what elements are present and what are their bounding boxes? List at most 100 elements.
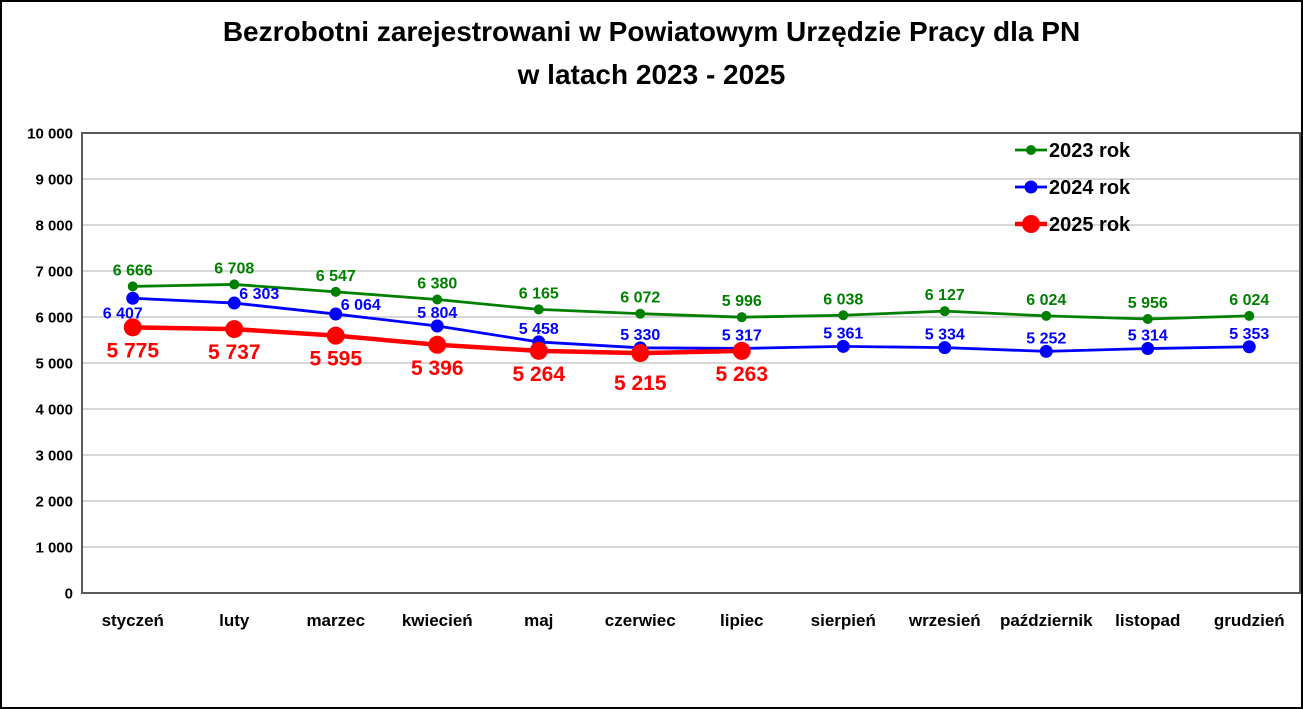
y-tick-label: 1 000 [35,540,73,557]
chart-title: Bezrobotni zarejestrowani w Powiatowym U… [2,10,1301,96]
data-label: 5 314 [1128,328,1168,345]
y-tick-label: 5 000 [35,356,73,373]
x-tick-label: luty [219,611,250,630]
legend-label: 2024 rok [1049,177,1131,199]
data-point [732,341,751,360]
x-tick-label: maj [524,611,553,630]
data-point [836,339,850,353]
series-line [132,296,1250,353]
data-label: 5 264 [512,363,565,386]
data-point [330,286,341,297]
data-point [227,296,241,310]
data-label: 6 038 [823,291,863,308]
data-label: 5 804 [417,305,457,322]
data-point [326,326,345,345]
data-point [631,344,650,363]
data-label: 5 996 [722,293,762,310]
x-tick-label: czerwiec [605,611,676,630]
x-tick-label: styczeń [102,611,164,630]
data-label: 6 666 [113,262,153,279]
data-label: 5 252 [1026,330,1066,347]
y-tick-label: 0 [65,586,73,603]
data-point [1242,340,1256,354]
data-point [529,341,548,360]
x-tick-label: sierpień [811,611,876,630]
y-tick-label: 7 000 [35,264,73,281]
data-point [329,307,343,321]
data-label: 6 547 [316,268,356,285]
data-point [127,281,138,292]
data-point [225,320,244,339]
x-tick-label: kwiecień [402,611,473,630]
data-label: 6 072 [620,290,660,307]
legend-marker-dot [1024,180,1038,194]
data-label: 5 330 [620,327,660,344]
data-point [938,341,952,355]
data-label: 5 334 [925,327,965,344]
legend-item-0: 2023 rok [1015,140,1131,162]
data-label: 5 458 [519,321,559,338]
chart-title-line1: Bezrobotni zarejestrowani w Powiatowym U… [222,16,1081,47]
data-label: 5 317 [722,327,762,344]
data-point [126,291,140,305]
series-1: 6 407 6 303 6 064 5 804 5 458 5 330 5 317 5 361… [103,286,1269,358]
legend-item-2: 2025 rok [1015,214,1131,236]
y-tick-label: 10 000 [27,126,73,143]
series-2: 5 775 5 737 5 595 5 396 5 264 5 215 5 263 [106,318,768,395]
data-point [123,318,142,337]
data-point [1041,310,1052,321]
data-label: 5 361 [823,325,863,342]
data-point [1244,310,1255,321]
data-label: 6 024 [1229,292,1269,309]
series-0: 6 666 6 708 6 547 6 380 6 165 6 072 5 996 6 038… [113,260,1269,325]
legend-item-1: 2024 rok [1015,177,1131,199]
y-tick-label: 6 000 [35,310,73,327]
data-point [430,319,444,333]
data-point [635,308,646,319]
legend-label: 2023 rok [1049,140,1131,162]
y-tick-label: 3 000 [35,448,73,465]
data-label: 6 380 [417,276,457,293]
data-label: 5 396 [411,357,464,380]
data-label: 6 064 [341,297,381,314]
data-label: 5 595 [309,348,362,371]
legend-label: 2025 rok [1049,214,1131,236]
legend-marker-dot [1026,145,1036,155]
x-tick-label: listopad [1115,611,1180,630]
x-tick-label: lipiec [720,611,763,630]
legend-marker-dot [1022,215,1040,233]
data-label: 5 737 [208,341,261,364]
x-tick-label: październik [1000,611,1093,630]
data-point [939,306,950,317]
data-point [1141,342,1155,356]
data-label: 6 024 [1026,292,1066,309]
data-label: 5 775 [106,339,159,362]
data-point [428,335,447,354]
data-label: 5 263 [715,363,768,386]
data-label: 5 956 [1128,295,1168,312]
chart-title-line2: w latach 2023 - 2025 [517,59,786,90]
y-tick-label: 9 000 [35,172,73,189]
series-line [132,283,1250,321]
data-point [432,294,443,305]
data-point [838,310,849,321]
data-label: 5 215 [614,372,667,395]
data-label: 6 303 [239,286,279,303]
data-label: 6 127 [925,287,965,304]
data-label: 5 353 [1229,326,1269,343]
data-point [229,279,240,290]
y-tick-label: 8 000 [35,218,73,235]
data-point [1142,314,1153,325]
y-tick-label: 2 000 [35,494,73,511]
data-point [736,312,747,323]
x-tick-label: grudzień [1214,611,1285,630]
data-point [533,304,544,315]
plot-border [81,132,1301,594]
data-label: 6 708 [214,260,254,277]
data-label: 6 165 [519,285,559,302]
y-tick-label: 4 000 [35,402,73,419]
data-point [1039,344,1053,358]
data-label: 6 407 [103,305,143,322]
